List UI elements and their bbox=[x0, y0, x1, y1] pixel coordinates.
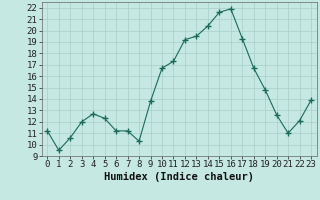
X-axis label: Humidex (Indice chaleur): Humidex (Indice chaleur) bbox=[104, 172, 254, 182]
